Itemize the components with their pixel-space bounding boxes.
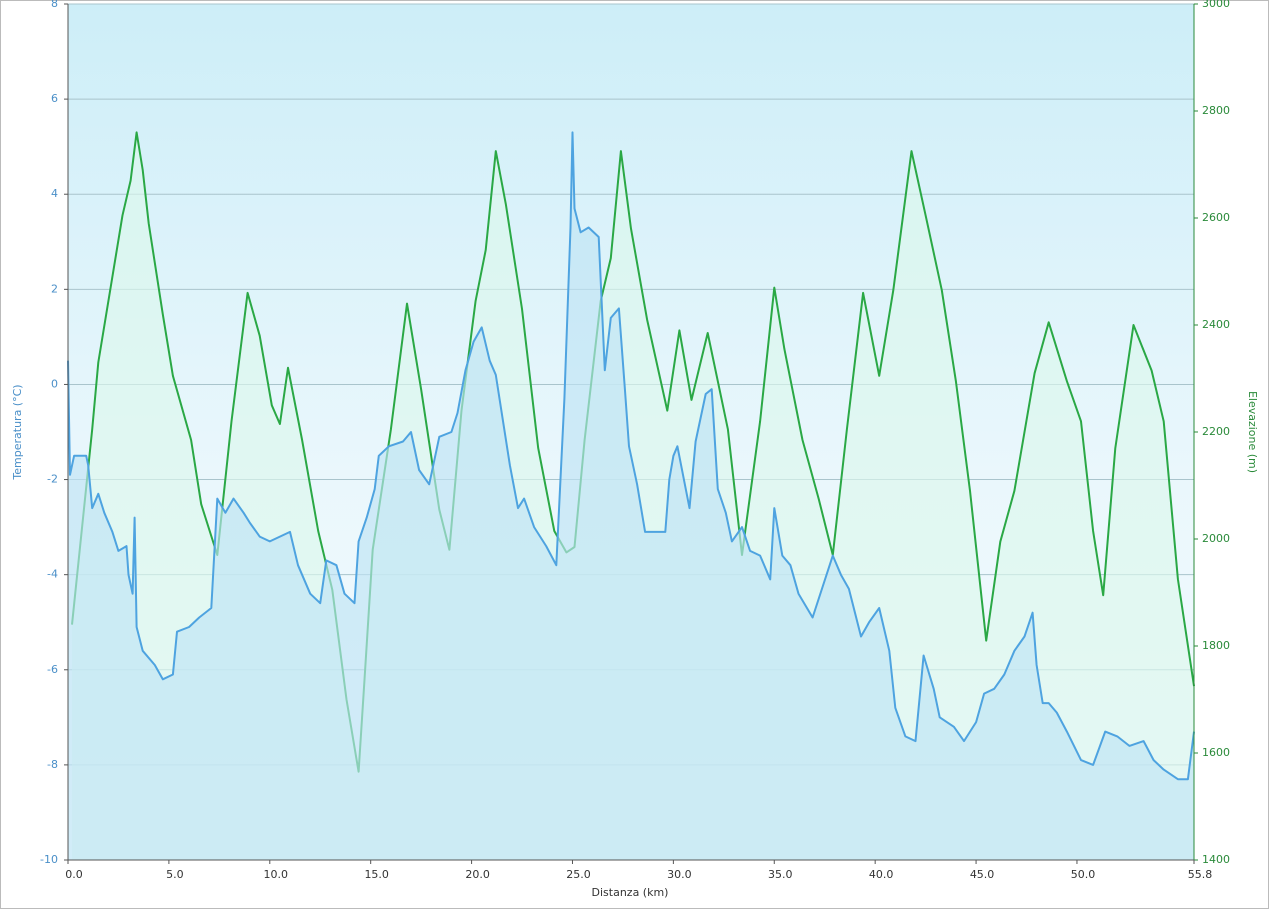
- y-tick-label: -6: [47, 663, 58, 676]
- y-tick-label: 8: [51, 0, 58, 10]
- y2-tick-label: 1800: [1202, 639, 1230, 652]
- y2-tick-label: 2400: [1202, 318, 1230, 331]
- y2-tick-label: 2600: [1202, 211, 1230, 224]
- x-tick-label: 5.0: [166, 868, 184, 881]
- x-tick-label: 55.8: [1188, 868, 1213, 881]
- x-tick-label: 0.0: [65, 868, 83, 881]
- x-axis-label: Distanza (km): [592, 886, 669, 899]
- y2-tick-label: 3000: [1202, 0, 1230, 10]
- y2-tick-label: 2200: [1202, 425, 1230, 438]
- x-tick-label: 35.0: [768, 868, 793, 881]
- y2-tick-label: 1600: [1202, 746, 1230, 759]
- y-axis-label: Temperatura (°C): [11, 384, 24, 480]
- x-tick-label: 15.0: [364, 868, 389, 881]
- x-tick-label: 10.0: [264, 868, 289, 881]
- x-tick-label: 25.0: [566, 868, 591, 881]
- y2-axis-label: Elevazione (m): [1246, 391, 1259, 473]
- y-tick-label: 6: [51, 92, 58, 105]
- y-tick-label: 4: [51, 187, 58, 200]
- x-tick-label: 40.0: [869, 868, 894, 881]
- y-tick-label: -10: [40, 853, 58, 866]
- x-tick-label: 30.0: [667, 868, 692, 881]
- y2-tick-label: 1400: [1202, 853, 1230, 866]
- y-tick-label: 2: [51, 282, 58, 295]
- series-line: [67, 131, 1195, 781]
- x-tick-label: 45.0: [970, 868, 995, 881]
- y-tick-label: 0: [51, 377, 58, 390]
- x-tick-label: 50.0: [1071, 868, 1096, 881]
- y2-tick-label: 2000: [1202, 532, 1230, 545]
- area-fill: [68, 132, 1194, 860]
- y-tick-label: -4: [47, 568, 58, 581]
- y-tick-label: -8: [47, 758, 58, 771]
- y2-tick-label: 2800: [1202, 104, 1230, 117]
- x-tick-label: 20.0: [465, 868, 490, 881]
- y-tick-label: -2: [47, 473, 58, 486]
